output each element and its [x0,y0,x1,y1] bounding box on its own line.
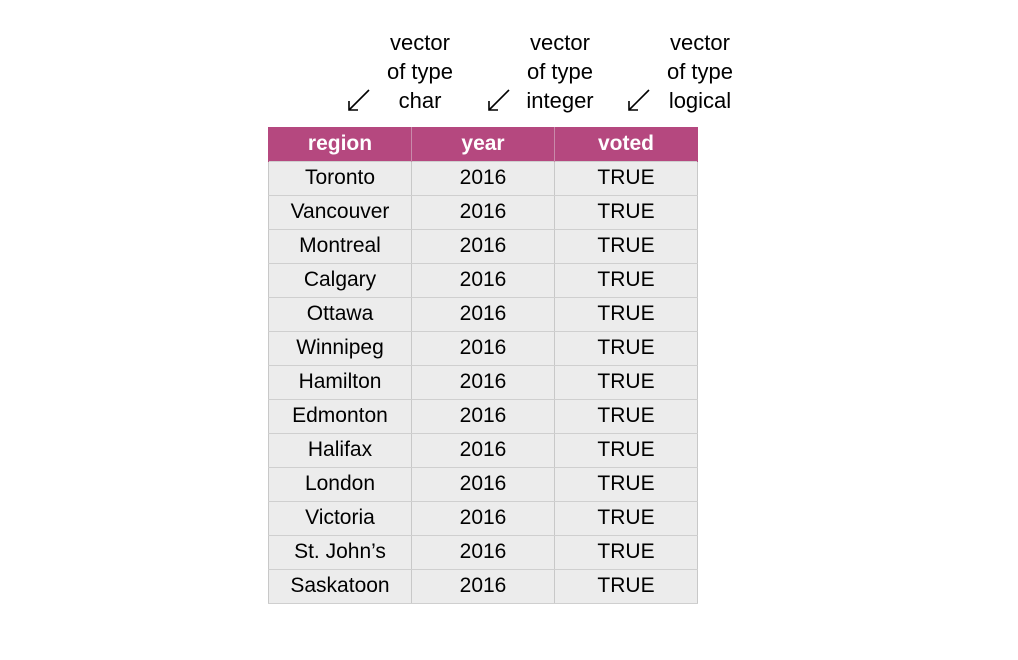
cell-region: Winnipeg [268,330,412,366]
cell-region: Vancouver [268,194,412,230]
cell-region: Toronto [268,160,412,196]
annotation-year-type: vector of type integer [485,28,635,118]
cell-voted: TRUE [554,160,698,196]
table-row: Saskatoon 2016 TRUE [268,568,698,604]
cell-voted: TRUE [554,296,698,332]
annotation-type-label: integer [526,88,594,113]
cell-region: Ottawa [268,296,412,332]
cell-year: 2016 [411,398,555,434]
annotation-region-type: vector of type char [345,28,495,118]
annotation-line: of type [666,59,734,84]
cell-year: 2016 [411,296,555,332]
annotation-line: vector [670,30,730,55]
cell-region: Hamilton [268,364,412,400]
cell-year: 2016 [411,364,555,400]
cell-year: 2016 [411,228,555,264]
table-row: Winnipeg 2016 TRUE [268,330,698,366]
cell-year: 2016 [411,160,555,196]
cell-voted: TRUE [554,500,698,536]
cell-voted: TRUE [554,364,698,400]
annotation-type-label: char [398,88,442,113]
column-header-year: year [411,127,555,161]
cell-voted: TRUE [554,194,698,230]
cell-region: Edmonton [268,398,412,434]
cell-year: 2016 [411,330,555,366]
table-body: Toronto 2016 TRUE Vancouver 2016 TRUE Montreal… [268,160,698,604]
cell-voted: TRUE [554,466,698,502]
cell-year: 2016 [411,262,555,298]
cell-voted: TRUE [554,534,698,570]
cell-voted: TRUE [554,398,698,434]
cell-year: 2016 [411,568,555,604]
table-row: St. John’s 2016 TRUE [268,534,698,570]
cell-voted: TRUE [554,228,698,264]
cell-voted: TRUE [554,330,698,366]
table-header-row: region year voted [268,127,698,161]
column-header-voted: voted [554,127,698,161]
cell-region: St. John’s [268,534,412,570]
annotation-type-label: logical [668,88,732,113]
cell-region: Montreal [268,228,412,264]
table-row: Ottawa 2016 TRUE [268,296,698,332]
table-row: Hamilton 2016 TRUE [268,364,698,400]
arrow-down-left-icon [488,89,510,111]
column-header-region: region [268,127,412,161]
cell-year: 2016 [411,500,555,536]
cell-year: 2016 [411,534,555,570]
cell-year: 2016 [411,466,555,502]
table-row: Calgary 2016 TRUE [268,262,698,298]
annotation-line: vector [530,30,590,55]
cell-year: 2016 [411,194,555,230]
cell-voted: TRUE [554,262,698,298]
annotation-line: of type [386,59,454,84]
data-table: region year voted Toronto 2016 TRUE Vancouv… [268,127,698,604]
cell-region: Halifax [268,432,412,468]
arrow-down-left-icon [348,89,370,111]
cell-voted: TRUE [554,432,698,468]
cell-region: Saskatoon [268,568,412,604]
cell-voted: TRUE [554,568,698,604]
cell-region: Victoria [268,500,412,536]
annotation-voted-type: vector of type logical [625,28,775,118]
cell-region: Calgary [268,262,412,298]
annotation-line: vector [390,30,450,55]
table-row: Halifax 2016 TRUE [268,432,698,468]
table-row: Toronto 2016 TRUE [268,160,698,196]
cell-year: 2016 [411,432,555,468]
table-row: London 2016 TRUE [268,466,698,502]
table-row: Edmonton 2016 TRUE [268,398,698,434]
table-row: Montreal 2016 TRUE [268,228,698,264]
arrow-down-left-icon [628,89,650,111]
table-row: Vancouver 2016 TRUE [268,194,698,230]
table-row: Victoria 2016 TRUE [268,500,698,536]
cell-region: London [268,466,412,502]
annotation-line: of type [526,59,594,84]
